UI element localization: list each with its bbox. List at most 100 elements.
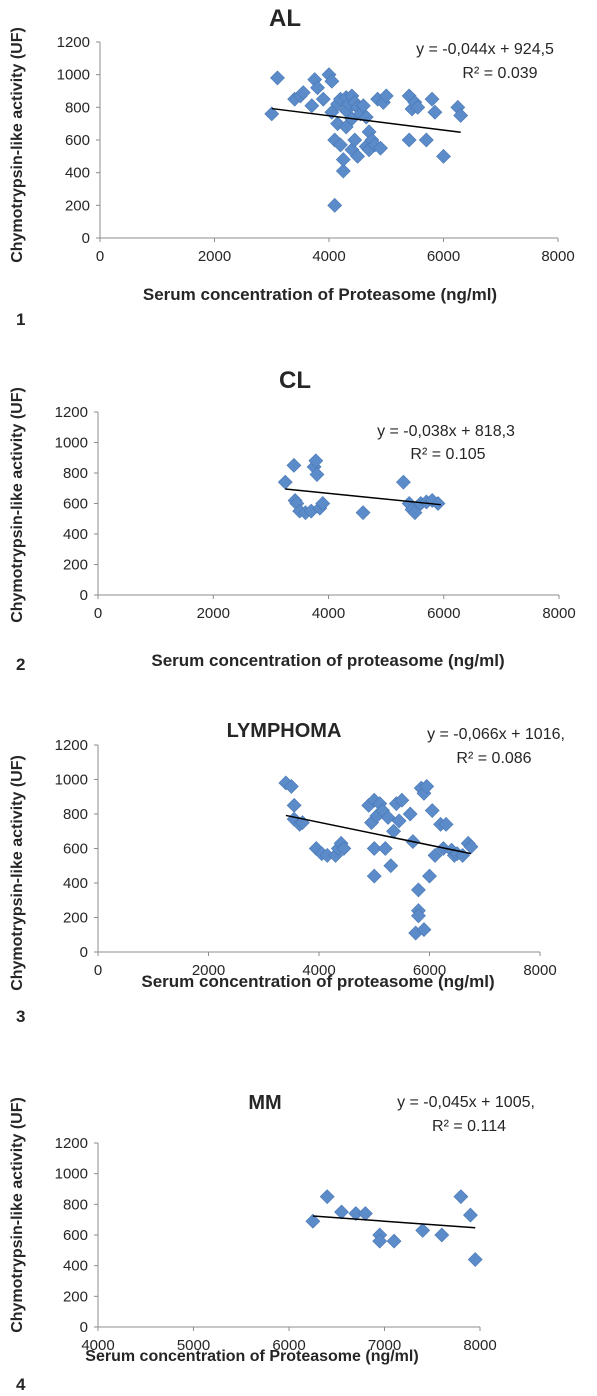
- y-tick-label: 200: [63, 557, 88, 574]
- r-squared: R² = 0.114: [432, 1118, 506, 1135]
- data-point: [463, 1207, 478, 1223]
- trend-equation: y = -0,066x + 1016,: [427, 726, 565, 743]
- plot-area: 0 200 400 600 800 1000 1200 4000 5000 6000 7000 800…: [55, 1135, 497, 1354]
- data-point: [357, 1206, 373, 1221]
- y-tick-label: 1000: [57, 67, 90, 84]
- data-point: [430, 496, 446, 511]
- data-point: [333, 137, 348, 153]
- data-point: [418, 132, 434, 148]
- trend-equation: y = -0,038x + 818,3: [377, 423, 515, 440]
- data-point: [335, 163, 351, 179]
- data-point: [315, 496, 331, 511]
- data-point: [463, 839, 479, 855]
- x-tick-label: 8000: [523, 962, 556, 979]
- y-tick-label: 800: [63, 806, 88, 823]
- x-tick-label: 0: [94, 962, 102, 979]
- x-axis-label: Serum concentration of proteasome (ng/ml…: [151, 651, 504, 670]
- data-point: [453, 108, 469, 123]
- x-tick-label: 7000: [368, 1337, 401, 1354]
- data-point: [304, 98, 320, 114]
- x-tick-label: 4000: [302, 962, 335, 979]
- chart-title: LYMPHOMA: [227, 720, 342, 742]
- data-point: [336, 841, 352, 856]
- data-point: [324, 73, 340, 89]
- data-point: [415, 1222, 431, 1238]
- x-axis-label: Serum concentration of Proteasome (ng/ml…: [85, 1348, 418, 1365]
- y-axis-label: Chymotrypsin-like activity (UF): [9, 387, 26, 623]
- data-point: [411, 882, 426, 898]
- data-point: [402, 806, 418, 822]
- chart-panel-al: AL y = -0,044x + 924,5 R² = 0.039 Chymot…: [0, 0, 597, 330]
- x-tick-label: 2000: [197, 605, 230, 622]
- data-point: [436, 148, 451, 164]
- data-point: [277, 474, 293, 490]
- x-tick-label: 6000: [427, 248, 460, 265]
- trend-line: [271, 107, 461, 134]
- y-tick-label: 600: [65, 132, 90, 149]
- y-tick-label: 200: [63, 1288, 88, 1305]
- y-tick-label: 800: [65, 99, 90, 116]
- x-tick-label: 4000: [312, 248, 345, 265]
- x-tick-label: 8000: [541, 248, 574, 265]
- y-tick-label: 600: [63, 841, 88, 858]
- y-axis-label: Chymotrypsin-like activity (UF): [9, 755, 26, 991]
- data-point: [283, 778, 299, 794]
- y-tick-label: 0: [80, 587, 88, 604]
- x-tick-label: 2000: [198, 248, 231, 265]
- y-tick-label: 1000: [55, 1166, 88, 1183]
- data-point: [305, 1213, 321, 1229]
- data-point: [377, 841, 393, 856]
- data-point: [383, 858, 399, 874]
- data-point: [424, 803, 440, 818]
- data-point: [438, 816, 454, 832]
- x-tick-label: 0: [94, 605, 102, 622]
- x-tick-label: 2000: [192, 962, 225, 979]
- data-point: [427, 104, 443, 120]
- y-tick-label: 0: [80, 1319, 88, 1336]
- y-axis-label: Chymotrypsin-like activity (UF): [9, 1097, 26, 1333]
- x-tick-label: 0: [96, 248, 104, 265]
- chart-mm-svg: MM y = -0,045x + 1005, R² = 0.114 Chymot…: [9, 1092, 535, 1394]
- data-point: [411, 908, 426, 924]
- y-tick-label: 800: [63, 465, 88, 482]
- y-tick-label: 1200: [55, 404, 88, 421]
- x-axis-label: Serum concentration of Proteasome (ng/ml…: [143, 285, 497, 304]
- plot-area: 0 200 400 600 800 1000 1200 0 2000 4000 6000 8000: [55, 737, 557, 979]
- data-point: [366, 868, 382, 884]
- y-tick-label: 1000: [55, 772, 88, 789]
- chart-title: MM: [248, 1092, 281, 1114]
- chart-lymphoma-svg: LYMPHOMA y = -0,066x + 1016, R² = 0.086 …: [9, 720, 565, 1026]
- plot-area: 0 200 400 600 800 1000 1200 0 2000 4000 6000 8000: [55, 404, 576, 622]
- x-tick-label: 4000: [81, 1337, 114, 1354]
- data-point: [350, 148, 366, 164]
- trend-line: [312, 1215, 476, 1229]
- x-tick-label: 8000: [463, 1337, 496, 1354]
- data-point: [419, 778, 435, 794]
- data-point: [386, 1233, 402, 1249]
- r-squared: R² = 0.086: [456, 750, 531, 767]
- y-tick-label: 400: [63, 526, 88, 543]
- x-tick-label: 4000: [312, 605, 345, 622]
- data-point: [434, 1227, 450, 1243]
- y-tick-label: 200: [65, 197, 90, 214]
- data-point: [380, 810, 396, 825]
- data-point: [372, 1233, 388, 1249]
- chart-panel-cl: CL y = -0,038x + 818,3 R² = 0.105 Chymot…: [0, 340, 597, 685]
- data-point: [391, 813, 407, 829]
- x-tick-label: 6000: [413, 962, 446, 979]
- chart-title: AL: [269, 5, 301, 32]
- trend-equation: y = -0,044x + 924,5: [416, 41, 554, 58]
- panel-number: 2: [16, 655, 25, 674]
- plot-area: 0 200 400 600 800 1000 1200 0 2000 4000 6000 8000: [57, 34, 575, 265]
- data-point: [286, 457, 302, 473]
- trend-line: [285, 488, 441, 506]
- x-axis-label: Serum concentration of proteasome (ng/ml…: [141, 972, 494, 991]
- data-point: [373, 140, 388, 156]
- data-point: [394, 792, 410, 808]
- chart-panel-mm: MM y = -0,045x + 1005, R² = 0.114 Chymot…: [0, 1055, 597, 1395]
- panel-number: 4: [16, 1375, 26, 1394]
- y-tick-label: 200: [63, 910, 88, 927]
- data-point: [347, 132, 363, 148]
- data-point: [453, 1189, 469, 1205]
- x-tick-label: 6000: [427, 605, 460, 622]
